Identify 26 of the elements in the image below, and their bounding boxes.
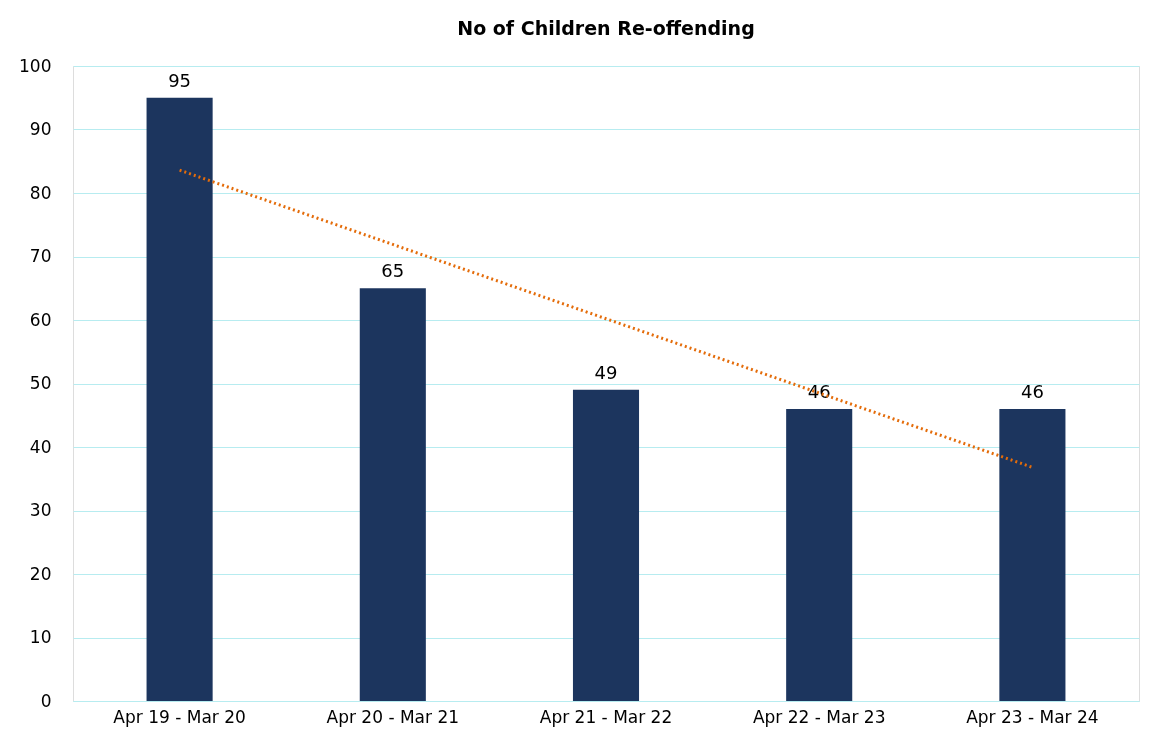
bar [999, 408, 1066, 701]
x-tick-label: Apr 20 - Mar 21 [326, 706, 460, 727]
bar [572, 389, 640, 701]
data-label: 49 [594, 361, 618, 383]
bar [146, 97, 213, 701]
y-tick-label: 80 [29, 182, 52, 203]
y-tick-label: 20 [29, 563, 52, 584]
y-tick-label: 0 [40, 690, 52, 711]
bar [359, 288, 426, 701]
y-tick-label: 10 [29, 627, 52, 647]
y-tick-label: 60 [29, 309, 52, 330]
x-tick-label: Apr 22 - Mar 23 [752, 706, 886, 727]
chart-title: No of Children Re-offending [457, 17, 755, 39]
x-tick-label: Apr 21 - Mar 22 [539, 706, 673, 727]
x-tick-label: Apr 23 - Mar 24 [966, 706, 1099, 727]
y-tick-label: 50 [29, 373, 52, 393]
x-tick-label: Apr 19 - Mar 20 [113, 706, 246, 727]
y-tick-label: 30 [29, 500, 52, 520]
data-label: 46 [1020, 380, 1044, 402]
y-tick-label: 70 [29, 246, 52, 266]
bar [786, 408, 853, 701]
data-label: 65 [381, 260, 405, 282]
data-label: 95 [168, 69, 192, 91]
y-tick-label: 90 [29, 119, 52, 139]
y-tick-label: 40 [29, 436, 52, 457]
y-tick-label: 100 [19, 55, 52, 76]
